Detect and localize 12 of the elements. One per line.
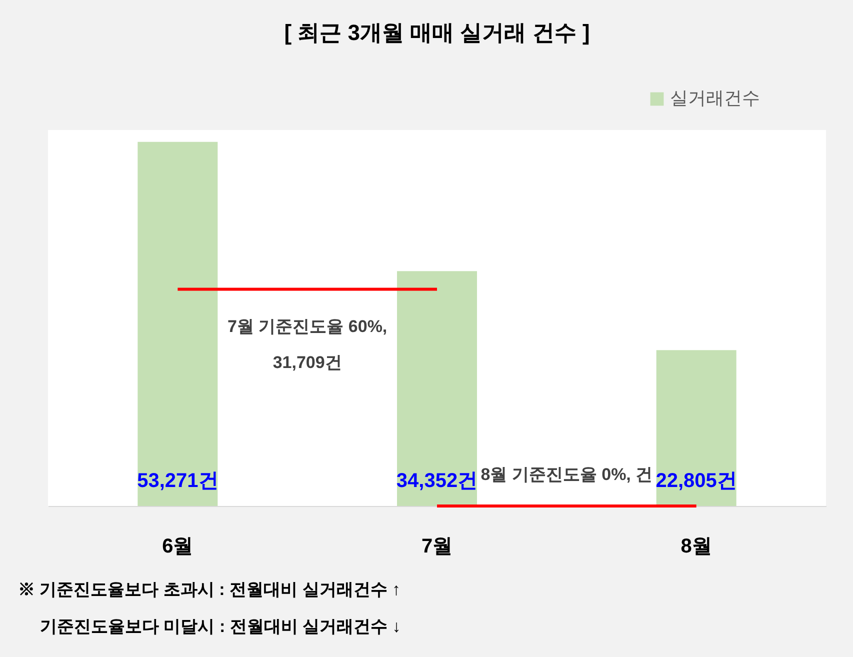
text: 기준진도율보다 미달시 : 전월대비 실거래건수 ↓ — [40, 617, 401, 636]
x-tick-label: 6월 — [162, 536, 194, 558]
text: ※ 기준진도율보다 초과시 : 전월대비 실거래건수 ↑ — [18, 580, 400, 599]
x-tick-label: 7월 — [421, 536, 453, 558]
ref-line-label: 7월 기준진도율 60%, 31,709건 — [228, 317, 388, 372]
data-label: 53,271건 — [137, 470, 218, 492]
chart-title: [ 최근 3개월 매매 실거래 건수 ] — [284, 20, 590, 45]
legend-label: 실거래건수 — [670, 88, 760, 108]
ref-line-label: 8월 기준진도율 0%, 건 — [480, 465, 653, 484]
data-label: 22,805건 — [656, 470, 737, 492]
x-tick-label: 8월 — [680, 536, 712, 558]
data-label: 34,352건 — [396, 470, 478, 492]
